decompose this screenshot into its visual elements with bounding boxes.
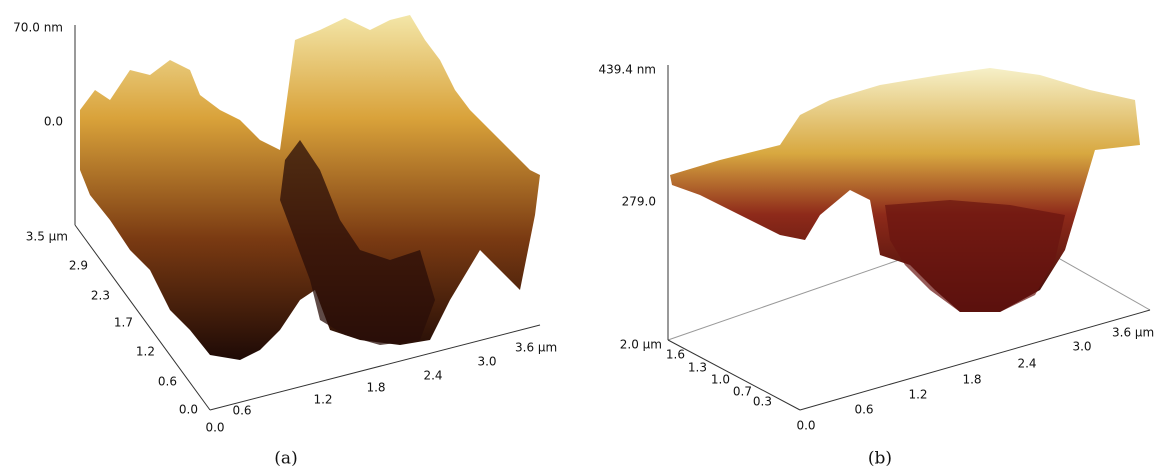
y-tick-label: 2.9 — [69, 259, 88, 273]
z-tick-label: 70.0 nm — [13, 21, 63, 35]
x-axis — [799, 309, 1151, 411]
y-tick-label: 0.7 — [733, 385, 752, 399]
x-tick-label: 1.2 — [908, 388, 927, 402]
x-tick-label: 1.2 — [313, 393, 332, 407]
z-tick-label: 279.0 — [622, 195, 656, 209]
z-tick-label: 439.4 nm — [599, 63, 656, 77]
x-tick-label: 1.8 — [366, 381, 385, 395]
x-tick-label: 3.6 µm — [515, 341, 557, 355]
x-tick-label: 3.0 — [477, 355, 496, 369]
surface — [670, 68, 1140, 312]
y-tick-label: 3.5 µm — [26, 230, 68, 244]
x-tick-label: 0.0 — [796, 419, 815, 433]
surface-shadow — [280, 140, 435, 345]
y-axis — [74, 224, 211, 411]
y-tick-label: 1.7 — [114, 316, 133, 330]
z-tick-label: 0.0 — [44, 115, 63, 129]
y-axis — [667, 339, 801, 411]
x-tick-label: 0.0 — [205, 421, 224, 435]
y-tick-label: 0.3 — [753, 395, 772, 409]
x-tick-label: 3.6 µm — [1112, 326, 1154, 340]
surface-pit — [885, 200, 1065, 312]
y-tick-label: 1.6 — [666, 348, 685, 362]
y-tick-label: 1.0 — [711, 373, 730, 387]
x-tick-label: 1.8 — [962, 373, 981, 387]
panel-a — [74, 15, 541, 411]
x-tick-label: 0.6 — [854, 403, 873, 417]
x-tick-label: 2.4 — [423, 369, 442, 383]
panel-b — [667, 65, 1151, 411]
x-tick-label: 2.4 — [1017, 357, 1036, 371]
x-axis — [209, 324, 541, 411]
caption: (a) — [274, 449, 297, 469]
y-tick-label: 1.2 — [136, 345, 155, 359]
y-tick-label: 2.3 — [91, 289, 110, 303]
caption: (b) — [868, 449, 892, 469]
x-tick-label: 0.6 — [232, 404, 251, 418]
x-tick-label: 3.0 — [1072, 340, 1091, 354]
y-tick-label: 1.3 — [688, 361, 707, 375]
y-tick-label: 0.0 — [179, 403, 198, 417]
y-tick-label: 0.6 — [158, 375, 177, 389]
y-tick-label: 2.0 µm — [620, 338, 662, 352]
